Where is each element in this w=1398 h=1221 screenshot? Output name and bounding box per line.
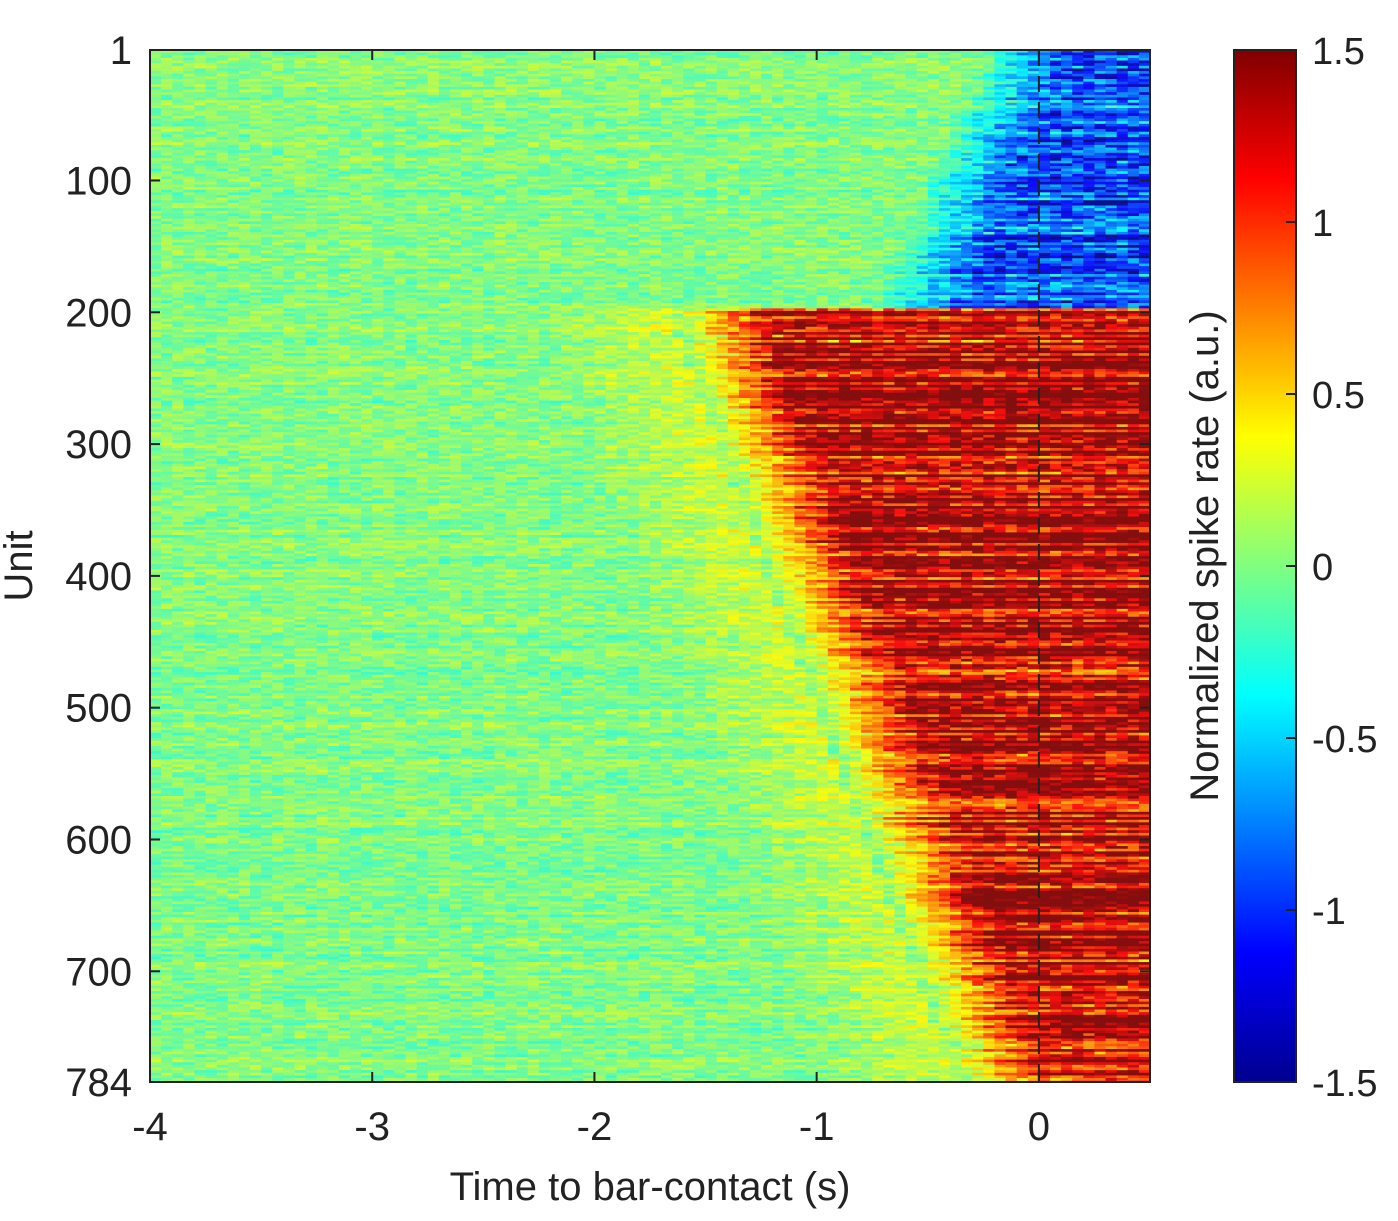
- heatmap-cell: [1150, 76, 1162, 79]
- heatmap-cell: [1150, 177, 1162, 180]
- heatmap-cell: [1150, 105, 1162, 108]
- heatmap-cell: [1150, 171, 1162, 174]
- heatmap-cell: [1150, 79, 1162, 82]
- heatmap-cell: [1150, 87, 1162, 90]
- heatmap-cell: [1150, 92, 1162, 95]
- heatmap-cell: [1150, 50, 1162, 53]
- heatmap-cell: [1150, 187, 1162, 190]
- heatmap-cell: [1150, 103, 1162, 106]
- heatmap-cell: [1150, 184, 1162, 187]
- heatmap-cell: [1150, 166, 1162, 169]
- heatmap-cell: [1150, 124, 1162, 127]
- heatmap-cell: [1150, 158, 1162, 161]
- heatmap-cell: [1150, 82, 1162, 85]
- heatmap-cell: [1150, 129, 1162, 132]
- heatmap-cell: [1150, 74, 1162, 77]
- heatmap-cell: [1150, 119, 1162, 122]
- heatmap-cell: [1150, 121, 1162, 124]
- heatmap-cell: [1150, 100, 1162, 103]
- heatmap-cell: [1150, 66, 1162, 69]
- heatmap-cell: [1150, 111, 1162, 114]
- heatmap-cell: [1150, 179, 1162, 182]
- heatmap-cell: [1150, 161, 1162, 164]
- heatmap-cell: [1150, 155, 1162, 158]
- heatmap-cell: [1150, 190, 1162, 193]
- heatmap-cell: [1150, 140, 1162, 143]
- heatmap-cell: [1150, 61, 1162, 64]
- heatmap-cell: [1150, 68, 1162, 71]
- heatmap-cell: [1150, 97, 1162, 100]
- heatmap-cell: [1150, 134, 1162, 137]
- heatmap-cell: [1150, 95, 1162, 98]
- heatmap-cell: [1150, 113, 1162, 116]
- heatmap-cell: [1150, 132, 1162, 135]
- heatmap-cell: [1150, 137, 1162, 140]
- heatmap-cell: [1150, 53, 1162, 56]
- heatmap-cell: [1150, 58, 1162, 61]
- heatmap-cell: [1150, 84, 1162, 87]
- heatmap-cell: [1150, 153, 1162, 156]
- heatmap-cell: [1150, 148, 1162, 151]
- heatmap-cell: [1150, 174, 1162, 177]
- heatmap-cell: [1150, 169, 1162, 172]
- heatmap-cell: [1150, 163, 1162, 166]
- heatmap-cell: [1150, 142, 1162, 145]
- heatmap-cell: [1150, 55, 1162, 58]
- heatmap-cell: [1150, 145, 1162, 148]
- heatmap-cell: [1150, 108, 1162, 111]
- heatmap-cell: [1150, 71, 1162, 74]
- heatmap-cell: [1150, 126, 1162, 129]
- heatmap-cell: [1150, 116, 1162, 119]
- heatmap-cell: [1150, 182, 1162, 185]
- heatmap-plot-area: [150, 50, 1162, 1082]
- heatmap-cell: [1150, 63, 1162, 66]
- heatmap-cell: [1150, 150, 1162, 153]
- heatmap-cell: [1150, 90, 1162, 93]
